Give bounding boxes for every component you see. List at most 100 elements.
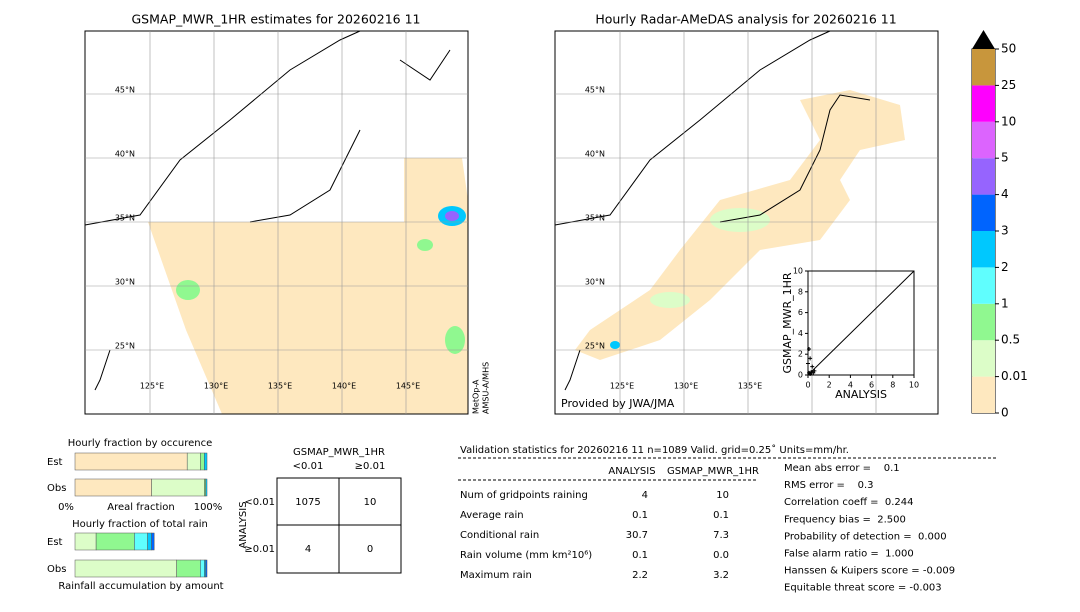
row-label: <0.01 [244, 497, 275, 508]
lon-label: 145°E [396, 382, 420, 391]
rain-area [176, 280, 200, 300]
rain-area [650, 292, 690, 308]
bar-segment [151, 532, 155, 551]
axis-max: 100% [194, 502, 223, 513]
lon-label: 125°E [610, 382, 634, 391]
lat-label: 40°N [115, 150, 135, 159]
bar-segment [74, 559, 177, 578]
lon-label: 130°E [674, 382, 698, 391]
colorbar-segment [972, 85, 995, 122]
colorbar-label: 0.5 [1001, 333, 1020, 347]
score: Frequency bias = 2.500 [784, 514, 906, 525]
point [808, 356, 813, 361]
diagonal [807, 270, 915, 376]
row-label: Est [47, 457, 63, 468]
map-frame [554, 30, 939, 415]
bar-segment [200, 452, 205, 471]
y-tick-label: 6 [798, 308, 803, 317]
coastline [554, 30, 871, 391]
y-tick-label: 10 [793, 267, 803, 276]
stat-value: 0.0 [713, 550, 729, 561]
column-heading: ANALYSIS [608, 466, 655, 477]
row-label: Est [47, 537, 63, 548]
score: False alarm ratio = 1.000 [784, 549, 914, 560]
stats-header: Validation statistics for 20260216 11 n=… [460, 444, 849, 456]
stat-value: 30.7 [626, 530, 648, 541]
y-tick-label: 4 [798, 329, 803, 338]
lon-label: 125°E [140, 382, 164, 391]
stat-value: 0.1 [632, 510, 648, 521]
colorbar-segment [972, 376, 995, 413]
x-tick-label: 8 [890, 381, 895, 390]
lat-label: 30°N [115, 278, 135, 287]
stat-value: 0.1 [632, 550, 648, 561]
lat-label: 45°N [585, 86, 605, 95]
col-label: ≥0.01 [355, 461, 386, 472]
stat-value: 3.2 [713, 570, 729, 581]
axis-label: Rainfall accumulation by amount [58, 581, 223, 592]
bar-segment [204, 452, 208, 471]
point [807, 347, 812, 351]
point [811, 370, 816, 375]
lon-label: 130°E [204, 382, 228, 391]
lon-label: 135°E [268, 382, 292, 391]
map-title: GSMAP_MWR_1HR estimates for 20260216 11 [132, 12, 421, 27]
satellite-note: MetOp-A [472, 379, 481, 414]
map-title: Hourly Radar-AMeDAS analysis for 2026021… [595, 12, 896, 27]
colorbar-label: 3 [1001, 224, 1009, 238]
x-tick-label: 10 [909, 381, 919, 390]
point [808, 371, 813, 376]
colorbar-segment [972, 340, 995, 377]
colorbar-label: 25 [1001, 78, 1016, 92]
colorbar-label: 5 [1001, 151, 1009, 165]
colorbar-label: 1 [1001, 296, 1009, 310]
point [809, 369, 814, 374]
lat-label: 30°N [585, 278, 605, 287]
bar-segment [74, 532, 97, 551]
stat-label: Maximum rain [460, 570, 532, 581]
colorbar-segment [972, 194, 995, 231]
panel-title: Hourly fraction of total rain [72, 519, 208, 530]
bar-segment [74, 452, 188, 471]
colorbar-label: 50 [1001, 42, 1016, 56]
colorbar-label: 10 [1001, 114, 1016, 128]
row-label: ≥0.01 [244, 544, 275, 555]
stat-label: Conditional rain [460, 530, 539, 541]
colorbar-label: 0.01 [1001, 369, 1028, 383]
satellite-note: AMSU-A/MHS [482, 362, 491, 414]
colorbar-over [972, 30, 995, 49]
x-axis-label: ANALYSIS [835, 388, 887, 401]
stat-label: Num of gridpoints raining [460, 490, 588, 501]
axis-min: 0% [58, 502, 74, 513]
stat-value: 2.2 [632, 570, 648, 581]
score: Equitable threat score = -0.003 [784, 583, 942, 594]
stat-value: 7.3 [713, 530, 729, 541]
rain-area [445, 211, 459, 221]
table-cell: 4 [305, 544, 311, 555]
col-label: <0.01 [293, 461, 324, 472]
stat-value: 4 [642, 490, 648, 501]
rain-area [445, 326, 465, 354]
score: Mean abs error = 0.1 [784, 463, 900, 474]
colorbar-segment [972, 267, 995, 304]
x-tick-label: 2 [827, 381, 832, 390]
bar-segment [200, 559, 205, 578]
bar-segment [186, 452, 201, 471]
rain-area [417, 239, 433, 251]
column-heading: GSMAP_MWR_1HR [667, 466, 759, 477]
y-tick-label: 2 [798, 350, 803, 359]
point [812, 368, 817, 373]
score: Correlation coeff = 0.244 [784, 497, 914, 508]
x-tick-label: 6 [869, 381, 874, 390]
colorbar-segment [972, 303, 995, 341]
lon-label: 140°E [332, 382, 356, 391]
row-title: ANALYSIS [238, 501, 249, 548]
bar-segment [134, 532, 148, 551]
table-cell: 10 [364, 497, 377, 508]
colorbar-label: 4 [1001, 187, 1009, 201]
lat-label: 35°N [115, 214, 135, 223]
colorbar-segment [972, 231, 995, 268]
score: Probability of detection = 0.000 [784, 531, 947, 542]
bar-segment [147, 532, 152, 551]
